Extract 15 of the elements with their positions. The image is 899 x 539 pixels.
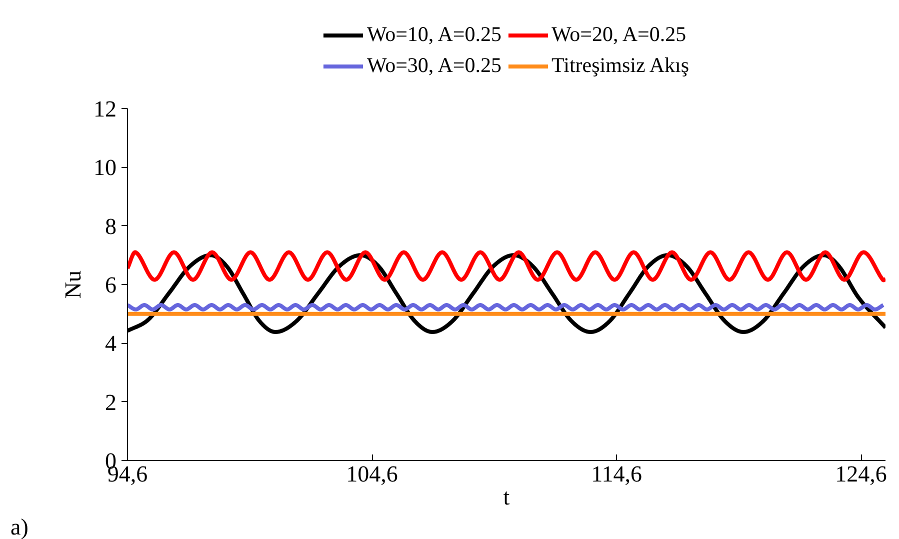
x-tick-label: 114,6 [591, 462, 642, 486]
x-tick-label: 124,6 [835, 462, 887, 486]
y-tick-label: 2 [105, 390, 116, 415]
y-tick-label: 10 [94, 155, 116, 180]
y-axis-title: Nu [60, 270, 86, 299]
legend-label: Wo=30, A=0.25 [366, 53, 502, 78]
y-tick-label: 12 [94, 96, 116, 122]
x-tick-label: 104,6 [346, 462, 398, 486]
legend-label: Wo=20, A=0.25 [552, 22, 686, 47]
legend-label: Wo=10, A=0.25 [366, 22, 502, 47]
x-axis-title: t [503, 484, 510, 510]
y-tick-label: 8 [105, 214, 116, 239]
y-tick-label: 6 [105, 272, 116, 298]
legend-label: Titreşimsiz Akış [552, 53, 690, 78]
y-tick-label: 4 [105, 331, 117, 356]
